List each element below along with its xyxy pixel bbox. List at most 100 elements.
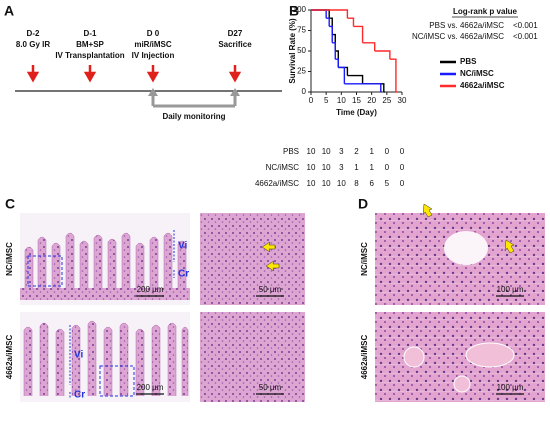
y-tick-label: 75 (297, 26, 306, 35)
x-axis-label: Time (Day) (336, 108, 377, 117)
group-label: 4662a/iMSC (360, 335, 369, 380)
risk-count: 10 (307, 147, 316, 156)
panel-letter: B (289, 3, 299, 19)
survival-step (311, 9, 327, 19)
survival-step (362, 42, 376, 51)
risk-count: 0 (400, 179, 405, 188)
event-label: 8.0 Gy IR (16, 40, 50, 49)
scale-label: 100 µm (497, 383, 524, 392)
survival-step (389, 58, 397, 92)
scale-label: 50 µm (259, 383, 282, 392)
annotation-title: Log-rank p value (453, 7, 518, 16)
scale-label: 200 µm (137, 383, 164, 392)
x-tick-label: 5 (324, 96, 329, 105)
risk-count: 0 (385, 163, 390, 172)
crypt-label: Cr (74, 390, 85, 401)
villi (24, 232, 187, 290)
risk-count: 10 (322, 163, 331, 172)
survival-step (326, 17, 330, 27)
survival-step (344, 83, 382, 92)
vessel (453, 375, 471, 393)
y-tick-label: 50 (297, 46, 306, 55)
y-tick-label: 0 (302, 87, 307, 96)
event-day: D27 (228, 29, 243, 38)
panel-letter: C (5, 196, 15, 212)
risk-count: 0 (400, 147, 405, 156)
bracket-label: Daily monitoring (162, 112, 225, 121)
crypt-label: Cr (178, 269, 189, 280)
risk-count: 5 (385, 179, 390, 188)
risk-count: 1 (369, 163, 374, 172)
bracket-arrows (148, 88, 240, 96)
survival-step (338, 66, 346, 84)
survival-step (311, 9, 349, 19)
risk-count: 8 (354, 179, 359, 188)
event-day: D-2 (27, 29, 40, 38)
villus-label: Vi (178, 241, 187, 252)
risk-count: 10 (337, 179, 346, 188)
y-axis-label: Survival Rate (%) (288, 18, 297, 84)
risk-count: 0 (400, 163, 405, 172)
risk-count: 3 (339, 163, 344, 172)
inset-box (99, 365, 135, 397)
risk-count: 0 (385, 147, 390, 156)
panel-letter: A (4, 3, 14, 19)
risk-count: 2 (354, 147, 359, 156)
scale-label: 50 µm (259, 285, 282, 294)
event-arrow (83, 65, 97, 83)
x-tick-label: 15 (352, 96, 361, 105)
risk-count: 6 (369, 179, 374, 188)
survival-step (374, 50, 391, 60)
risk-count: 10 (307, 179, 316, 188)
group-label: NC/iMSC (360, 242, 369, 276)
risk-name: 4662a/iMSC (255, 179, 299, 188)
risk-count: 10 (322, 147, 331, 156)
group-label: 4662a/iMSC (5, 335, 14, 380)
event-day: D 0 (147, 29, 160, 38)
survival-step (347, 74, 364, 84)
survival-step (338, 66, 349, 76)
comparison-label: NC/iMSC vs. 4662a/iMSC (412, 32, 504, 41)
event-arrow (146, 65, 160, 83)
scale-label: 200 µm (137, 285, 164, 294)
x-tick-label: 30 (398, 96, 407, 105)
risk-count: 10 (307, 163, 316, 172)
p-value: <0.001 (513, 21, 538, 30)
vessel (403, 346, 425, 368)
survival-step (353, 25, 364, 43)
legend-label: 4662a/iMSC (460, 81, 505, 90)
survival-step (332, 42, 336, 60)
villus-label: Vi (74, 350, 83, 361)
survival-step (347, 17, 355, 27)
histology-image (200, 213, 305, 305)
event-arrow (26, 65, 40, 83)
x-tick-label: 20 (367, 96, 376, 105)
y-tick-label: 100 (293, 5, 307, 14)
histology-image (200, 312, 305, 402)
arrow-marker (261, 203, 515, 272)
comparison-label: PBS vs. 4662a/iMSC (429, 21, 504, 30)
survival-step (335, 58, 339, 68)
villi (23, 320, 189, 396)
p-value: <0.001 (513, 32, 538, 41)
bracket (151, 93, 237, 108)
event-label: BM+SP (76, 40, 104, 49)
x-tick-label: 25 (382, 96, 391, 105)
vessel (444, 231, 488, 265)
legend-label: PBS (460, 57, 477, 66)
risk-count: 10 (322, 179, 331, 188)
inset-box (27, 255, 63, 287)
risk-count: 1 (369, 147, 374, 156)
x-tick-label: 0 (309, 96, 314, 105)
risk-count: 3 (339, 147, 344, 156)
event-arrow (228, 65, 242, 83)
survival-step (329, 25, 333, 43)
vessel (465, 342, 515, 368)
risk-name: PBS (283, 147, 299, 156)
event-label: IV Injection (132, 51, 175, 60)
risk-name: NC/iMSC (266, 163, 300, 172)
group-label: NC/iMSC (5, 242, 14, 276)
scale-label: 100 µm (497, 285, 524, 294)
x-tick-label: 10 (337, 96, 346, 105)
